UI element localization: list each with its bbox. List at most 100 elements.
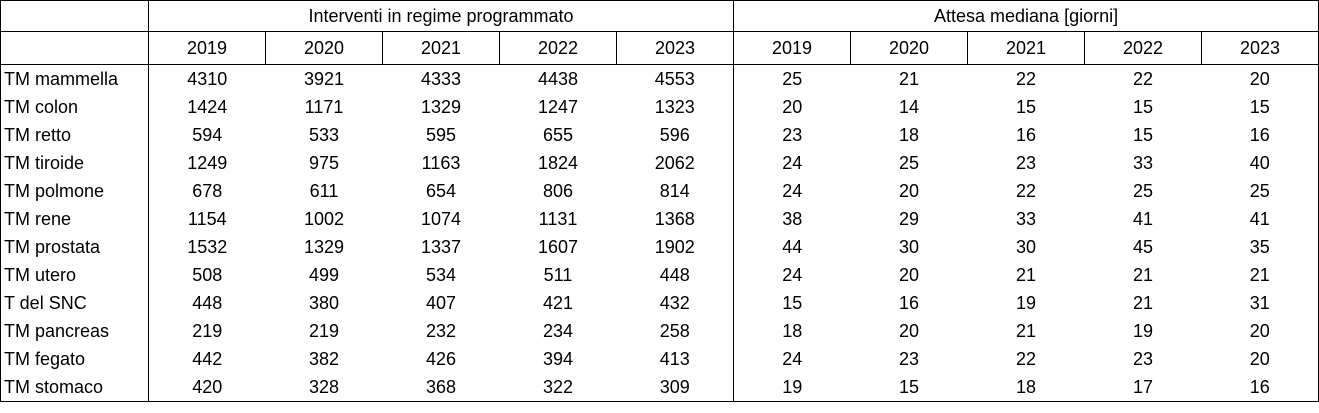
interventi-cell: 448 <box>148 289 266 317</box>
interventi-cell: 328 <box>265 373 383 402</box>
attesa-cell: 20 <box>1201 64 1319 93</box>
interventi-cell: 219 <box>308 321 340 341</box>
year-header-interventi-2021: 2021 <box>382 31 500 65</box>
attesa-cell: 20 <box>899 181 920 201</box>
interventi-cell: 1532 <box>148 233 266 261</box>
interventi-cell: 2062 <box>654 153 695 173</box>
attesa-cell: 45 <box>1133 237 1154 257</box>
attesa-cell: 15 <box>1133 97 1154 117</box>
interventi-cell: 654 <box>425 181 457 201</box>
interventi-cell: 368 <box>382 373 500 402</box>
attesa-cell: 30 <box>899 237 920 257</box>
attesa-cell: 20 <box>733 93 851 121</box>
row-label: TM prostata <box>0 233 149 261</box>
attesa-cell: 22 <box>1016 349 1037 369</box>
group-header-attesa: Attesa mediana [giorni] <box>733 0 1319 32</box>
attesa-cell: 41 <box>1133 209 1154 229</box>
attesa-cell: 20 <box>899 265 920 285</box>
attesa-cell: 15 <box>850 373 968 402</box>
table-row: TM pancreas 219 219 232 234 258 18 20 21 19 20 <box>0 317 1319 345</box>
interventi-cell: 421 <box>542 293 574 313</box>
attesa-cell: 18 <box>733 317 851 345</box>
attesa-cell: 18 <box>899 125 920 145</box>
interventi-cell: 596 <box>659 125 690 145</box>
row-label: TM polmone <box>0 177 149 205</box>
attesa-cell: 33 <box>1133 153 1154 173</box>
interventi-cell: 394 <box>542 349 574 369</box>
table-row: TM mammella 4310 3921 4333 4438 4553 25 21 22 22 2… <box>0 64 1319 93</box>
attesa-cell: 23 <box>1133 349 1154 369</box>
attesa-cell: 15 <box>1016 97 1037 117</box>
table-row: TM utero 508 499 534 511 448 24 20 21 21 21 <box>0 261 1319 289</box>
row-label: T del SNC <box>0 289 149 317</box>
attesa-cell: 25 <box>1201 177 1319 205</box>
attesa-cell: 24 <box>733 345 851 373</box>
year-header-attesa-2023: 2023 <box>1201 31 1319 65</box>
attesa-cell: 30 <box>1016 237 1037 257</box>
interventi-cell: 413 <box>659 349 690 369</box>
interventi-cell: 1171 <box>304 97 344 117</box>
attesa-cell: 25 <box>899 153 920 173</box>
attesa-cell: 24 <box>733 261 851 289</box>
attesa-cell: 38 <box>733 205 851 233</box>
row-label: TM fegato <box>0 345 149 373</box>
attesa-cell: 17 <box>1084 373 1202 402</box>
interventi-cell: 420 <box>148 373 266 402</box>
attesa-cell: 33 <box>1016 209 1037 229</box>
table-row: TM colon 1424 1171 1329 1247 1323 20 14 15 15 15 <box>0 93 1319 121</box>
interventi-cell: 448 <box>659 265 690 285</box>
interventi-cell: 309 <box>616 373 734 402</box>
interventi-cell: 4333 <box>420 69 462 89</box>
interventi-cell: 534 <box>425 265 457 285</box>
year-header-attesa-2022: 2022 <box>1084 31 1202 65</box>
attesa-cell: 16 <box>1201 121 1319 149</box>
interventi-cell: 1247 <box>537 97 579 117</box>
row-label-header <box>0 31 149 65</box>
table-row: TM fegato 442 382 426 394 413 24 23 22 23 20 <box>0 345 1319 373</box>
interventi-cell: 1424 <box>148 93 266 121</box>
year-header-attesa-2020: 2020 <box>850 31 968 65</box>
attesa-cell: 14 <box>899 97 920 117</box>
interventi-cell: 975 <box>308 153 340 173</box>
attesa-cell: 15 <box>1133 125 1154 145</box>
interventi-cell: 442 <box>148 345 266 373</box>
interventi-cell: 380 <box>308 293 340 313</box>
attesa-cell: 35 <box>1201 233 1319 261</box>
interventi-cell: 426 <box>425 349 457 369</box>
interventi-cell: 1249 <box>148 149 266 177</box>
interventi-cell: 655 <box>542 125 574 145</box>
table-row: TM stomaco 420 328 368 322 309 19 15 18 17 16 <box>0 373 1319 402</box>
attesa-cell: 15 <box>1201 93 1319 121</box>
interventi-cell: 382 <box>308 349 340 369</box>
attesa-cell: 24 <box>733 177 851 205</box>
data-table: Interventi in regime programmato Attesa … <box>0 0 1319 402</box>
attesa-cell: 15 <box>733 289 851 317</box>
interventi-cell: 594 <box>148 121 266 149</box>
interventi-cell: 814 <box>659 181 690 201</box>
attesa-cell: 41 <box>1201 205 1319 233</box>
interventi-cell: 1154 <box>148 205 266 233</box>
interventi-cell: 4553 <box>654 69 695 89</box>
row-label: TM retto <box>0 121 149 149</box>
attesa-cell: 21 <box>1133 265 1154 285</box>
interventi-cell: 611 <box>309 181 339 201</box>
interventi-cell: 1329 <box>303 237 345 257</box>
interventi-cell: 1368 <box>654 209 695 229</box>
year-header-row: 2019 2020 2021 2022 2023 2019 2020 2021 … <box>0 31 1319 65</box>
interventi-cell: 432 <box>659 293 690 313</box>
interventi-cell: 1824 <box>537 153 579 173</box>
year-header-attesa-2021: 2021 <box>967 31 1085 65</box>
attesa-cell: 16 <box>899 293 920 313</box>
attesa-cell: 31 <box>1201 289 1319 317</box>
attesa-cell: 23 <box>899 349 920 369</box>
table-row: TM tiroide 1249 975 1163 1824 2062 24 25 23 33 40 <box>0 149 1319 177</box>
table-row: TM polmone 678 611 654 806 814 24 20 22 25 25 <box>0 177 1319 205</box>
row-label: TM stomaco <box>0 373 149 402</box>
attesa-cell: 21 <box>1016 265 1037 285</box>
interventi-cell: 1074 <box>420 209 462 229</box>
corner-cell <box>0 0 149 32</box>
attesa-cell: 23 <box>733 121 851 149</box>
attesa-cell: 22 <box>1016 181 1037 201</box>
interventi-cell: 3921 <box>303 69 345 89</box>
attesa-cell: 22 <box>1016 69 1037 89</box>
